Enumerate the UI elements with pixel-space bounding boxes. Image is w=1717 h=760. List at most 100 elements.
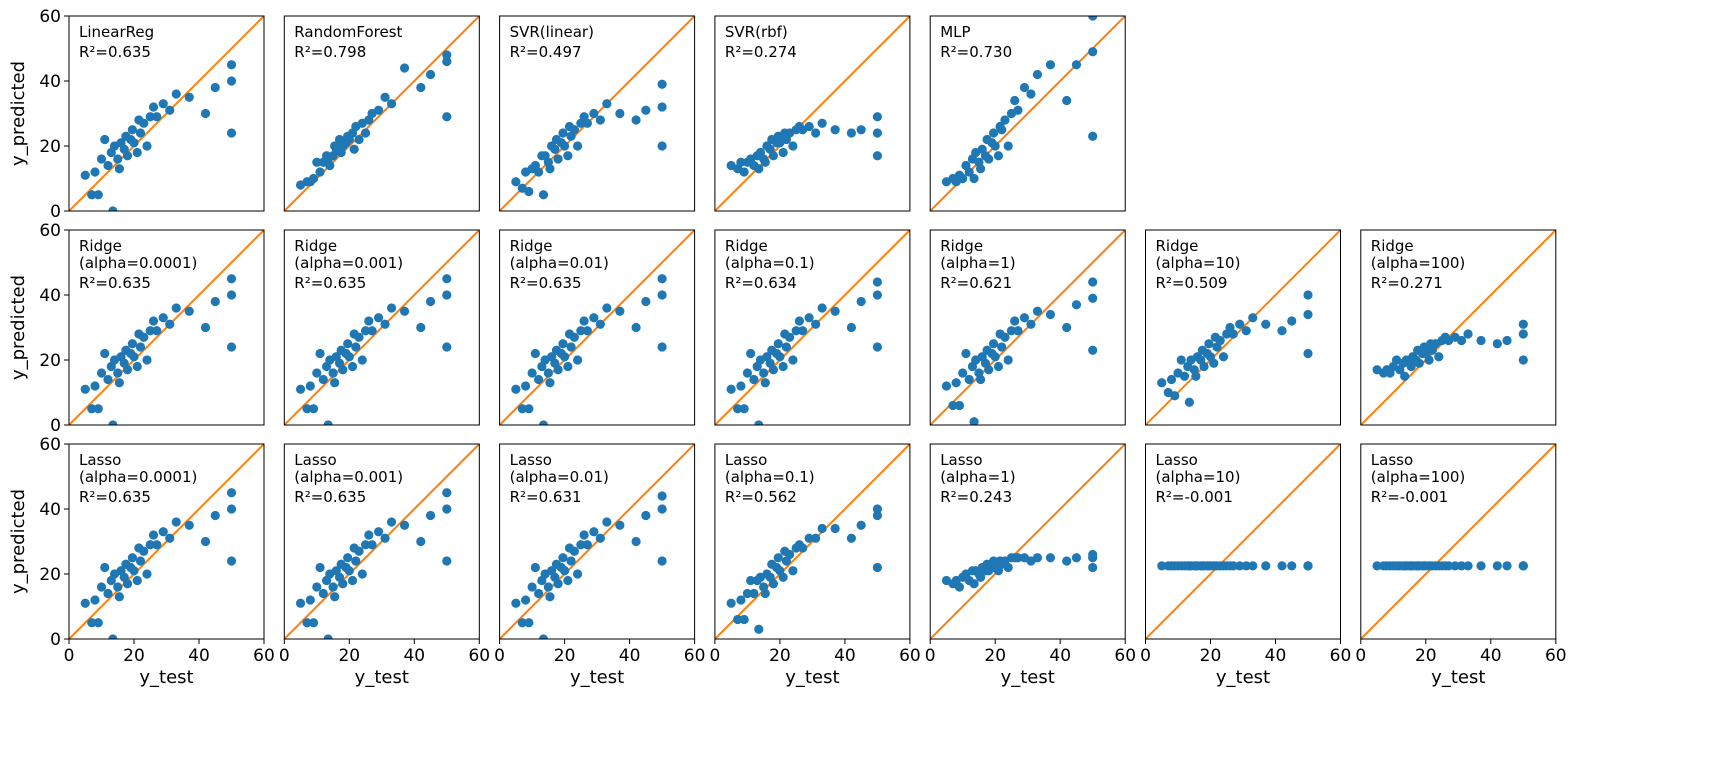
point	[357, 569, 367, 579]
x-tick-label: 0	[64, 646, 75, 666]
x-tick-label: 40	[834, 646, 856, 666]
point	[773, 339, 783, 349]
point	[872, 342, 883, 352]
model-params: (alpha=10)	[1156, 254, 1241, 272]
point	[733, 614, 743, 625]
axes-frame	[1145, 229, 1341, 426]
point	[657, 290, 667, 300]
point	[657, 342, 667, 352]
point	[530, 562, 540, 573]
r2-label: R²=-0.001	[1371, 488, 1448, 506]
point	[1443, 561, 1454, 571]
point	[330, 592, 340, 602]
point	[1032, 553, 1043, 563]
point	[442, 504, 452, 514]
point	[114, 592, 124, 602]
r2-label: R²=0.635	[510, 274, 582, 292]
point	[158, 313, 168, 323]
point	[367, 540, 377, 550]
r2-label: R²=0.631	[510, 488, 582, 506]
point	[582, 540, 592, 550]
point	[785, 549, 795, 560]
point	[798, 543, 808, 553]
point	[856, 520, 866, 530]
point	[1010, 316, 1020, 326]
point	[846, 533, 857, 543]
point	[360, 540, 371, 550]
axes-frame	[714, 15, 911, 212]
point	[1045, 553, 1056, 563]
point	[367, 326, 377, 336]
point	[416, 536, 426, 547]
point	[856, 125, 866, 135]
point	[954, 582, 965, 592]
point	[511, 384, 521, 394]
point	[1235, 561, 1245, 571]
reference-line	[1360, 444, 1556, 639]
point	[804, 533, 814, 543]
y-axis-label: y_predicted	[8, 489, 29, 594]
point	[975, 374, 986, 385]
point	[1179, 371, 1190, 381]
model-name: RandomForest	[294, 23, 402, 41]
point	[573, 141, 583, 151]
x-tick-label: 0	[925, 646, 936, 666]
point	[171, 517, 181, 527]
r2-label: R²=0.243	[940, 488, 1012, 506]
point	[399, 63, 410, 73]
point	[132, 575, 142, 586]
point	[1215, 335, 1225, 346]
r2-label: R²=0.635	[294, 274, 366, 292]
point	[200, 322, 211, 333]
point	[139, 118, 149, 128]
axes-frame	[499, 229, 696, 426]
point	[1071, 553, 1082, 563]
model-name: Lasso	[1156, 451, 1198, 469]
point	[184, 306, 194, 316]
model-name: Lasso	[294, 451, 336, 469]
point	[416, 82, 426, 93]
point	[338, 579, 348, 589]
point	[566, 556, 576, 566]
point	[560, 566, 570, 576]
point	[442, 56, 452, 67]
point	[736, 595, 746, 605]
point	[997, 342, 1007, 352]
point	[1003, 355, 1013, 365]
x-tick-label: 40	[1480, 646, 1502, 666]
point	[1456, 561, 1467, 571]
point	[343, 339, 353, 349]
model-params: (alpha=0.1)	[725, 468, 815, 486]
point	[114, 378, 124, 388]
axes-frame	[283, 443, 480, 640]
panel: LinearReg R²=0.635 0 20 40 60 y_predicted	[8, 7, 265, 222]
point	[1000, 332, 1010, 342]
point	[364, 530, 374, 540]
r2-label: R²=0.635	[79, 43, 151, 61]
point	[354, 332, 364, 342]
y-tick-label: 0	[50, 416, 61, 436]
x-axis-label: y_test	[1216, 667, 1270, 688]
y-tick-label: 60	[39, 7, 61, 27]
point	[984, 154, 994, 164]
point	[1088, 553, 1098, 563]
x-axis-label: y_test	[570, 667, 624, 688]
point	[1088, 345, 1098, 355]
point	[511, 598, 521, 608]
point	[804, 313, 814, 323]
point	[171, 303, 181, 313]
point	[1235, 319, 1245, 329]
point	[132, 147, 142, 158]
panel: Ridge(alpha=0.0001) R²=0.635 0 20 40 60 y_pred…	[8, 221, 265, 436]
point	[354, 134, 364, 145]
point	[641, 296, 651, 307]
point	[538, 420, 549, 425]
point	[1414, 358, 1424, 368]
point	[993, 151, 1004, 161]
y-axis-label: y_predicted	[8, 275, 29, 380]
point	[200, 108, 211, 119]
point	[553, 579, 563, 589]
x-tick-label: 60	[1114, 646, 1136, 666]
y-tick-label: 0	[50, 202, 61, 222]
point	[380, 92, 390, 102]
